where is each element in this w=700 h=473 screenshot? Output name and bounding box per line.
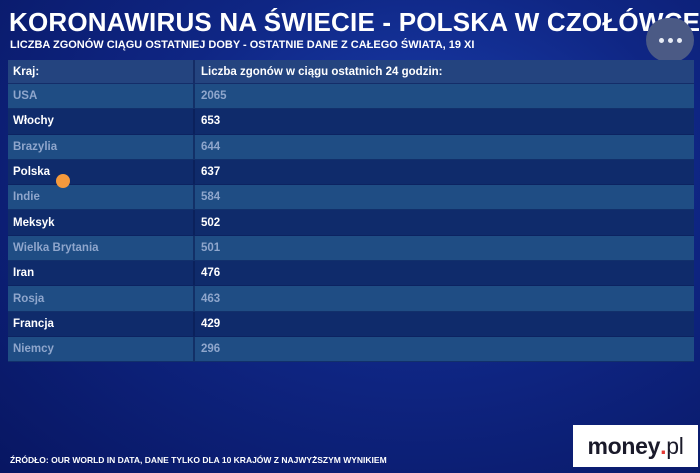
deaths-cell: 653 [201, 115, 221, 128]
country-cell: USA [8, 84, 195, 109]
deaths-cell: 501 [201, 241, 221, 254]
more-horizontal-icon [676, 37, 682, 43]
table-row: Francja 429 [8, 311, 694, 337]
source-note: ŹRÓDŁO: OUR WORLD IN DATA, DANE TYLKO DL… [10, 455, 387, 465]
deaths-cell: 476 [201, 267, 221, 280]
country-cell: Iran [8, 261, 195, 286]
table-row: Indie 584 [8, 185, 694, 211]
column-header-country: Kraj: [8, 60, 195, 83]
page-title: KORONAWIRUS NA ŚWIECIE - POLSKA W CZOŁÓW… [9, 7, 700, 37]
logo-dot: . [660, 432, 667, 459]
deaths-cell: 2065 [201, 90, 227, 103]
money-pl-logo: money. pl [573, 425, 698, 467]
deaths-cell: 429 [201, 317, 221, 330]
country-cell: Brazylia [8, 134, 195, 159]
country-cell: Indie [8, 185, 195, 210]
more-horizontal-icon [667, 37, 673, 43]
logo-name: money [587, 432, 661, 459]
more-options-button[interactable] [646, 18, 694, 62]
table-header-row: Kraj: Liczba zgonów w ciągu ostatnich 24… [8, 60, 694, 84]
table-row: Iran 476 [8, 261, 694, 287]
deaths-cell: 463 [201, 292, 221, 305]
deaths-cell: 637 [201, 166, 221, 179]
logo-tld: pl [666, 432, 684, 459]
table-row: Niemcy 296 [8, 336, 694, 363]
table-row: Brazylia 644 [8, 134, 694, 160]
deaths-cell: 296 [201, 343, 221, 356]
table-row: Wielka Brytania 501 [8, 235, 694, 262]
country-cell: Polska [8, 159, 195, 185]
country-cell: Francja [8, 311, 195, 336]
table-row: Polska 637 [8, 159, 694, 186]
more-horizontal-icon [658, 37, 664, 43]
page-subtitle: LICZBA ZGONÓW CIĄGU OSTATNIEJ DOBY - OST… [10, 39, 475, 51]
country-cell: Włochy [8, 109, 195, 134]
deaths-cell: 502 [201, 216, 221, 229]
country-cell: Rosja [8, 286, 195, 311]
table-row: Rosja 463 [8, 286, 694, 312]
table-row: Meksyk 502 [8, 210, 694, 236]
highlight-marker[interactable] [56, 174, 70, 188]
deaths-table: Kraj: Liczba zgonów w ciągu ostatnich 24… [8, 60, 694, 363]
table-row: Włochy 653 [8, 109, 694, 135]
country-cell: Meksyk [8, 210, 195, 235]
table-row: USA 2065 [8, 84, 694, 110]
deaths-cell: 584 [201, 191, 221, 204]
country-cell: Niemcy [8, 336, 195, 362]
deaths-cell: 644 [201, 140, 221, 153]
country-cell: Wielka Brytania [8, 235, 195, 261]
column-header-deaths: Liczba zgonów w ciągu ostatnich 24 godzi… [201, 65, 443, 78]
